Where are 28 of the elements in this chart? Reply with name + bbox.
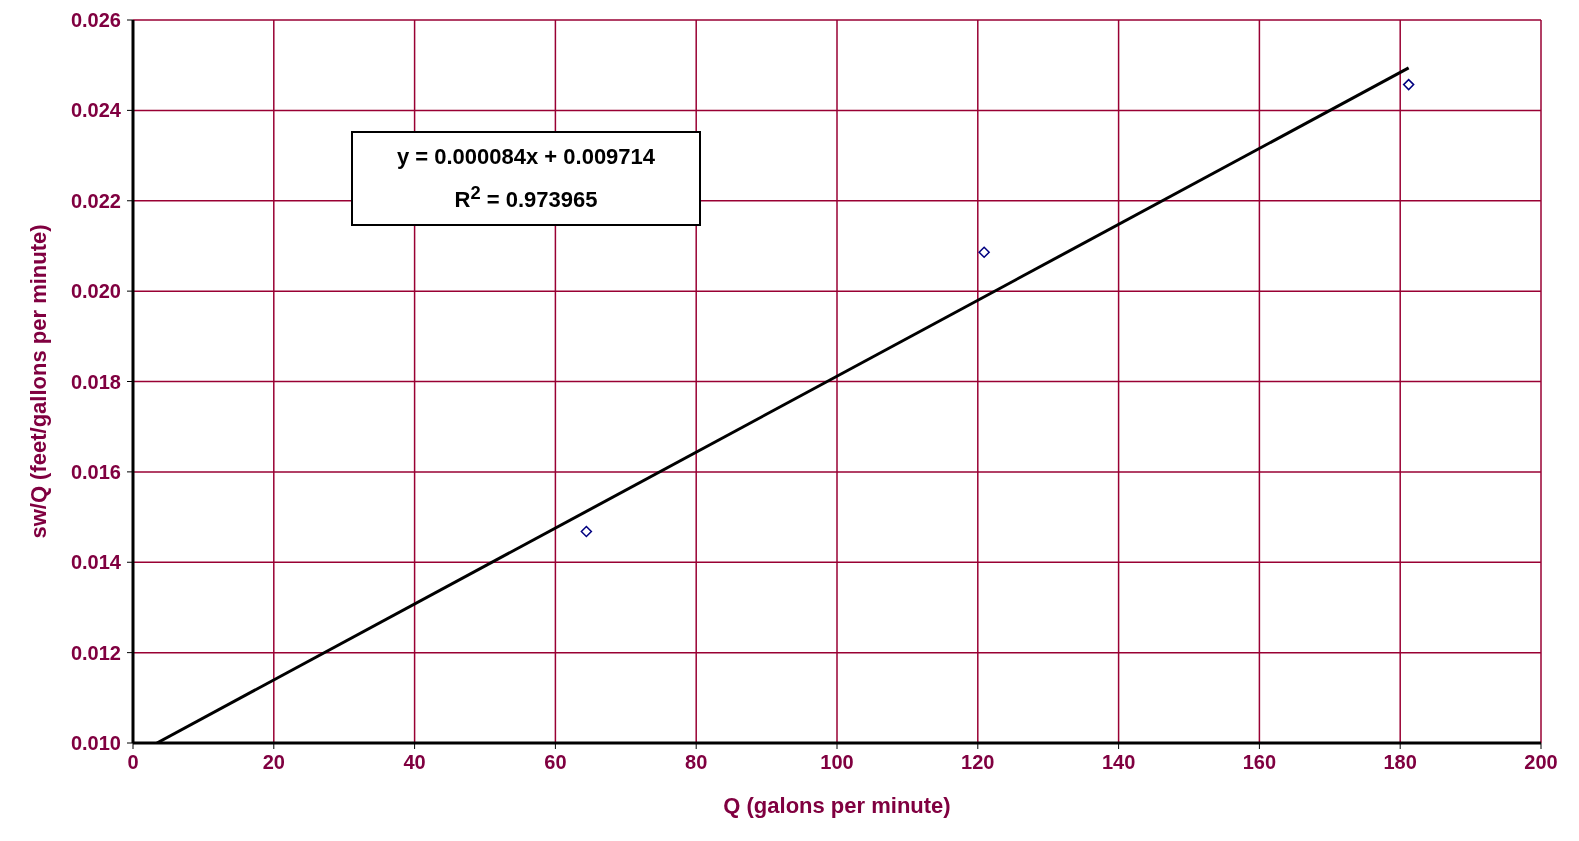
x-tick-label: 40 [403,751,426,774]
x-tick-label: 100 [820,751,854,774]
x-tick-label: 180 [1383,751,1417,774]
y-tick-label: 0.024 [70,99,122,122]
y-tick-label: 0.016 [70,460,121,483]
text-box: y = 0.000084x + 0.009714 R$^{2}$ = 0.973965 [351,131,701,227]
point [1402,78,1415,91]
point [580,525,593,538]
x-tick-label: 200 [1524,751,1558,774]
x-tick-label: 160 [1242,751,1277,774]
x-axis-title: Q (galons per minute) [723,793,951,818]
y-tick-label: 0.026 [70,9,121,32]
y-tick-label: 0.020 [70,280,121,303]
annotation: R$^{2}$ = 0.973965 [453,181,599,215]
y-tick-label: 0.018 [70,370,121,393]
y-tick-label: 0.022 [70,189,121,212]
x-tick-label: 140 [1101,751,1136,774]
y-tick-label: 0.010 [70,732,121,755]
x-tick-label: 60 [544,751,567,774]
x-tick-label: 0 [127,751,139,774]
y-tick-label: 0.014 [70,551,122,574]
y-tick-label: 0.012 [70,641,121,664]
x-tick-label: 80 [685,751,708,774]
point [978,246,990,259]
x-tick-label: 20 [262,751,285,774]
y-axis-title: sw/Q (feet/gallons per minute) [25,224,51,539]
x-tick-label: 120 [961,751,995,774]
annotation: y = 0.000084x + 0.009714 [395,143,657,171]
